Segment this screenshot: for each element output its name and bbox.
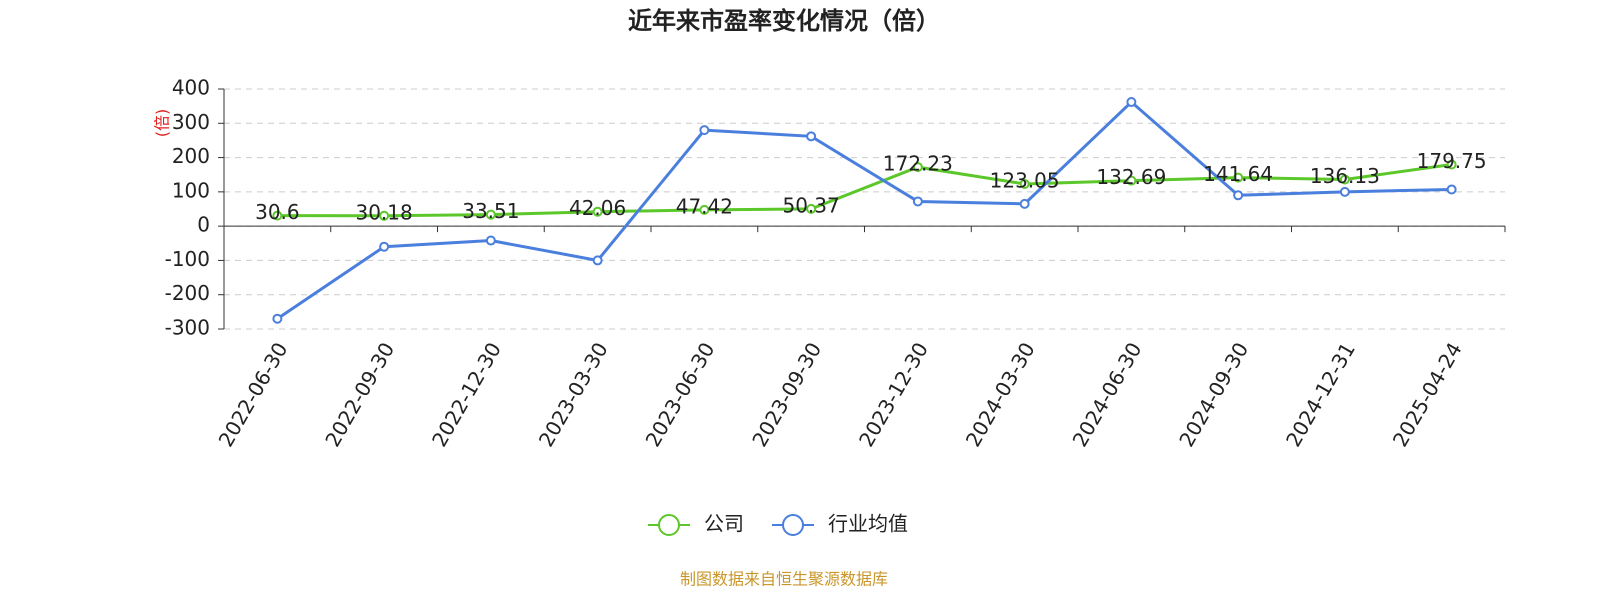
x-tick-label: 2022-09-30 bbox=[320, 338, 399, 451]
data-label: 141.64 bbox=[1203, 162, 1273, 186]
data-label: 132.69 bbox=[1096, 165, 1166, 189]
point bbox=[699, 204, 710, 215]
data-label: 172.23 bbox=[883, 152, 953, 176]
y-tick-label: -100 bbox=[165, 247, 210, 271]
point bbox=[1233, 190, 1244, 201]
data-label: 30.18 bbox=[355, 200, 412, 224]
point bbox=[1126, 175, 1137, 186]
point bbox=[379, 210, 390, 221]
point bbox=[592, 255, 603, 266]
x-tick-label: 2023-06-30 bbox=[641, 338, 720, 451]
data-label: 30.6 bbox=[255, 200, 300, 224]
data-label: 50.37 bbox=[782, 193, 839, 217]
x-tick-label: 2024-12-31 bbox=[1281, 338, 1360, 451]
y-tick-label: 100 bbox=[172, 178, 210, 202]
x-tick-label: 2023-12-30 bbox=[854, 338, 933, 451]
point bbox=[485, 235, 496, 246]
point bbox=[1446, 159, 1457, 170]
y-axis-label: (倍) bbox=[153, 109, 172, 138]
y-tick-label: 0 bbox=[197, 213, 210, 237]
data-label: 123.05 bbox=[990, 168, 1060, 192]
point bbox=[912, 196, 923, 207]
x-tick-label: 2023-09-30 bbox=[747, 338, 826, 451]
point bbox=[912, 162, 923, 173]
x-tick-label: 2022-12-30 bbox=[427, 338, 506, 451]
point bbox=[1019, 178, 1030, 189]
data-label: 33.51 bbox=[462, 199, 519, 223]
point bbox=[1233, 172, 1244, 183]
point bbox=[806, 203, 817, 214]
point bbox=[1019, 198, 1030, 209]
x-tick-label: 2024-03-30 bbox=[961, 338, 1040, 451]
legend-marker bbox=[782, 514, 804, 536]
point bbox=[1126, 97, 1137, 108]
x-tick-label: 2025-04-24 bbox=[1388, 338, 1467, 451]
legend-marker bbox=[658, 514, 680, 536]
y-tick-label: 300 bbox=[172, 110, 210, 134]
source-note: 制图数据来自恒生聚源数据库 bbox=[680, 570, 888, 589]
point bbox=[592, 206, 603, 217]
x-tick-label: 2024-09-30 bbox=[1174, 338, 1253, 451]
point bbox=[485, 209, 496, 220]
point bbox=[1339, 174, 1350, 185]
x-tick-label: 2023-03-30 bbox=[534, 338, 613, 451]
data-label: 42.06 bbox=[569, 196, 626, 220]
series-line bbox=[277, 163, 1452, 218]
data-label: 47.42 bbox=[676, 194, 733, 218]
data-label: 136.13 bbox=[1310, 164, 1380, 188]
point bbox=[806, 131, 817, 142]
series-line bbox=[276, 99, 1452, 320]
point bbox=[379, 241, 390, 252]
x-tick-label: 2022-06-30 bbox=[214, 338, 293, 451]
point bbox=[699, 125, 710, 136]
legend-label: 公司 bbox=[704, 512, 744, 536]
point bbox=[1339, 186, 1350, 197]
x-tick-label: 2024-06-30 bbox=[1068, 338, 1147, 451]
y-tick-label: -300 bbox=[165, 316, 210, 340]
y-tick-label: 400 bbox=[172, 76, 210, 100]
point bbox=[1446, 184, 1457, 195]
point bbox=[272, 210, 283, 221]
chart-title: 近年来市盈率变化情况（倍） bbox=[628, 7, 940, 35]
y-tick-label: 200 bbox=[172, 144, 210, 168]
point bbox=[272, 313, 283, 324]
data-label: 179.75 bbox=[1417, 149, 1487, 173]
y-tick-label: -200 bbox=[165, 281, 210, 305]
legend-label: 行业均值 bbox=[828, 512, 908, 536]
